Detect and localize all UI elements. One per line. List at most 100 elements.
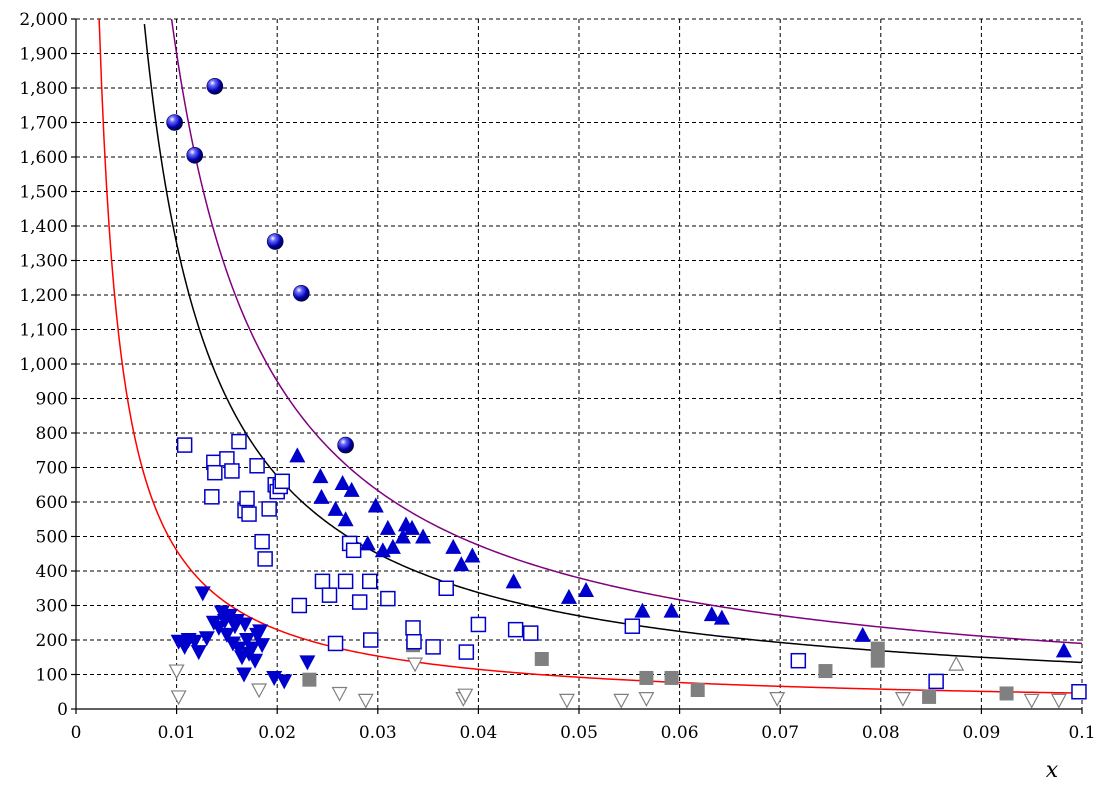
y-tick-label: 2,000 [19,10,68,30]
triangle-up-point [289,447,306,463]
y-tick-label: 100 [36,666,68,686]
open-square-point [790,652,807,669]
open-square-point [207,464,223,481]
fit-curve [98,19,1082,694]
filled-square-point [534,651,549,666]
x-axis-title: x [1046,758,1059,783]
filled-square-point [302,672,317,687]
triangle-down-point [244,641,261,657]
filled-square-point [922,689,937,704]
y-tick-label: 1,300 [19,252,68,272]
triangle-up-point [634,602,651,618]
open-square-point [345,542,362,559]
triangle-up-point [343,481,360,497]
open-triangle-down-point [613,693,630,709]
triangle-down-point [186,634,203,650]
axes [71,18,1083,714]
x-tick-label: 0.07 [761,723,799,743]
y-tick-label: 0 [57,700,68,720]
open-square-point [380,590,396,607]
open-square-point [241,506,257,522]
triangle-down-point [218,627,235,643]
triangle-down-point [276,674,293,690]
x-tick-label: 0.04 [459,723,497,743]
open-square-point [406,633,422,650]
triangle-up-point [394,528,411,544]
open-square-point [337,573,354,590]
triangle-up-point [854,626,871,642]
fit-curves [98,19,1082,694]
open-triangle-down-point [170,690,187,706]
fit-curve [143,23,1082,664]
sphere-point [186,146,204,164]
open-square-point [231,433,247,450]
triangle-up-point [312,468,329,484]
y-tick-label: 500 [36,528,68,548]
filled-square-point [999,686,1014,701]
open-square-point [928,673,944,690]
open-square-point [1071,684,1087,700]
open-triangle-down-point [168,664,185,680]
open-triangle-down-point [769,692,786,707]
filled-square-point [818,664,833,679]
open-square-point [425,639,441,655]
y-tick-label: 1,500 [19,183,68,203]
triangle-up-point [379,519,396,535]
x-tick-label: 0.1 [1068,723,1095,743]
open-triangle-down-point [251,683,268,699]
x-tick-label: 0.05 [560,723,598,743]
open-square-point [239,490,255,507]
y-tick-label: 800 [36,424,68,444]
open-square-point [438,580,454,596]
triangle-up-point [384,538,401,554]
open-square-point [261,501,277,517]
y-tick-label: 1,600 [19,148,68,168]
sphere-point [206,77,224,95]
open-square-point [176,437,193,453]
triangle-down-point [237,617,254,633]
triangle-up-point [703,606,720,622]
triangle-down-point [230,641,247,657]
open-square-point [291,597,308,614]
triangle-up-point [464,547,481,563]
open-square-point [405,620,421,636]
filled-square-point [639,670,654,685]
x-tick-label: 0.03 [359,723,397,743]
x-tick-label: 0.02 [258,723,296,743]
y-tick-label: 400 [36,562,68,582]
sphere-point [266,233,284,250]
open-square-point [507,621,524,638]
y-tick-label: 600 [36,493,68,513]
x-tick-label: 0.06 [661,723,699,743]
y-tick-label: 1,900 [19,45,68,65]
y-tick-label: 1,200 [19,286,68,306]
open-square-point [362,573,378,590]
fit-curve [170,19,1082,645]
triangle-down-point [236,667,253,683]
open-triangle-down-point [457,688,474,704]
triangle-up-point [1055,642,1072,658]
open-square-point [321,587,338,603]
x-tick-label: 0.01 [158,723,196,743]
triangle-up-point [663,602,680,618]
triangle-up-point [453,556,470,572]
open-triangle-down-point [558,693,575,709]
y-tick-label: 1,000 [19,355,68,375]
filled-square-point [870,653,885,668]
open-square-point [314,573,331,590]
y-tick-label: 200 [36,631,68,651]
triangle-up-point [313,488,330,504]
open-square-point [254,533,270,550]
open-square-point [351,594,368,610]
open-triangle-down-point [638,692,655,707]
triangle-up-point [560,588,577,604]
open-square-point [363,632,379,648]
triangle-down-point [247,653,264,669]
open-square-point [470,616,487,633]
y-tick-label: 900 [36,390,68,410]
triangle-up-point [404,519,421,535]
y-tick-label: 1,800 [19,79,68,99]
x-tick-label: 0 [71,723,82,743]
y-tick-label: 1,700 [19,114,68,134]
